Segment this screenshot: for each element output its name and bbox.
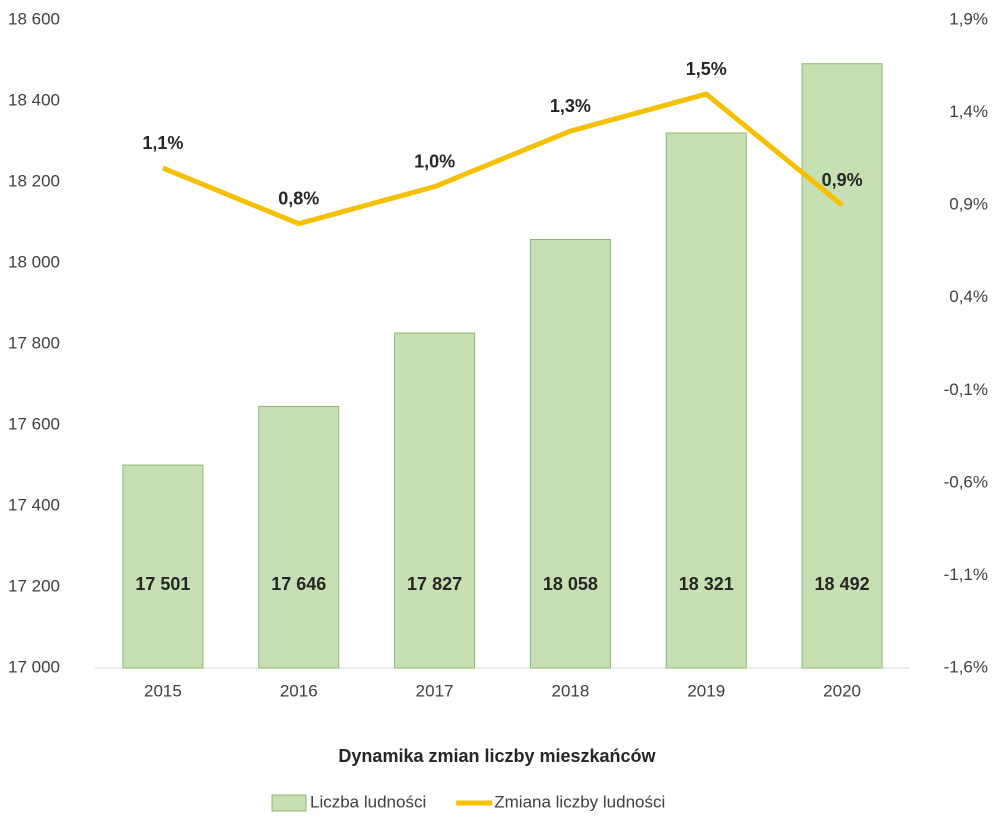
line-value-label: 1,5% [686,59,727,79]
legend-label: Zmiana liczby ludności [494,792,665,811]
bar-value-label: 18 492 [815,574,870,594]
bar [258,405,340,669]
line-value-label: 1,0% [414,151,455,171]
bar [122,464,204,669]
y-tick-label: 17 200 [8,576,60,595]
bar-value-label: 17 646 [271,574,326,594]
y-tick-label: 18 600 [8,9,60,28]
bar-value-label: 17 501 [135,574,190,594]
y2-tick-label: -0,6% [944,472,988,491]
y2-tick-label: -1,6% [944,657,988,676]
bar [394,332,476,669]
y2-tick-label: 0,9% [949,195,988,214]
y2-tick-label: -1,1% [944,565,988,584]
x-tick-label: 2017 [416,681,454,700]
y-tick-label: 17 000 [8,657,60,676]
y2-tick-label: 0,4% [949,287,988,306]
bar [529,239,611,669]
bar-value-label: 18 321 [679,574,734,594]
y2-tick-label: 1,4% [949,102,988,121]
line-value-label: 1,1% [142,133,183,153]
x-tick-label: 2015 [144,681,182,700]
line-value-label: 0,8% [278,188,319,208]
x-tick-label: 2020 [823,681,861,700]
x-tick-label: 2016 [280,681,318,700]
bar [665,132,747,669]
y-tick-label: 17 600 [8,414,60,433]
line-value-label: 1,3% [550,96,591,116]
y-tick-label: 18 200 [8,171,60,190]
line-value-label: 0,9% [822,170,863,190]
y-tick-label: 18 000 [8,252,60,271]
legend-label: Liczba ludności [310,792,426,811]
x-tick-label: 2019 [687,681,725,700]
line [161,91,844,227]
x-tick-label: 2018 [552,681,590,700]
chart-title: Dynamika zmian liczby mieszkańców [338,746,656,766]
bar [801,63,883,669]
y-tick-label: 18 400 [8,90,60,109]
y-tick-label: 17 800 [8,333,60,352]
y2-tick-label: -0,1% [944,380,988,399]
legend-swatch [271,794,307,812]
bar-value-label: 18 058 [543,574,598,594]
y2-tick-label: 1,9% [949,9,988,28]
y-tick-label: 17 400 [8,495,60,514]
bar-value-label: 17 827 [407,574,462,594]
